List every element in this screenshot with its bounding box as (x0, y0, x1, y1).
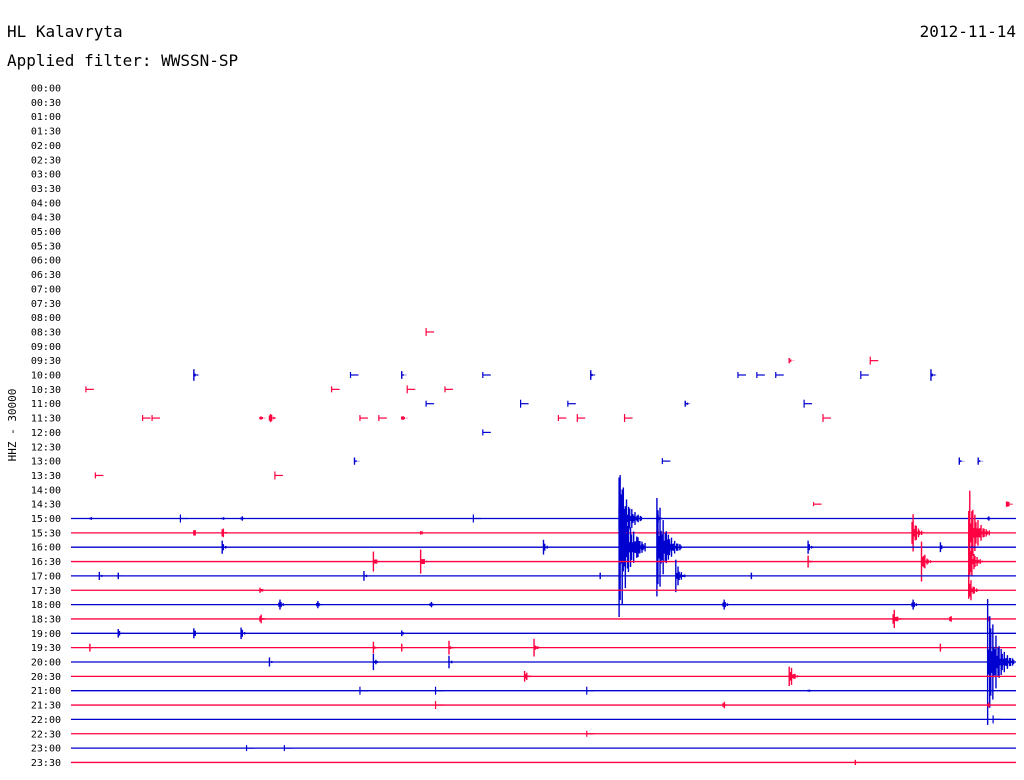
time-label: 20:00 (31, 658, 61, 669)
time-label: 06:30 (31, 270, 61, 281)
time-label: 09:00 (31, 342, 61, 353)
time-label: 21:30 (31, 701, 61, 712)
time-label: 01:00 (31, 112, 61, 123)
time-label: 05:30 (31, 241, 61, 252)
time-label: 19:00 (31, 629, 61, 640)
time-label: 02:30 (31, 155, 61, 166)
time-label: 00:30 (31, 98, 61, 109)
time-label: 10:00 (31, 371, 61, 382)
record-date: 2012-11-14 (920, 22, 1016, 41)
time-label: 04:00 (31, 198, 61, 209)
station-title: HL Kalavryta (7, 22, 123, 41)
time-label: 18:30 (31, 614, 61, 625)
time-label: 08:00 (31, 313, 61, 324)
trace-group: 00:00 00:30 01:00 01:30 02:00 02:30 03:00 03:30… (31, 84, 1016, 769)
time-label: 13:30 (31, 471, 61, 482)
time-label: 08:30 (31, 327, 61, 338)
time-label: 11:00 (31, 399, 61, 410)
time-label: 03:00 (31, 170, 61, 181)
time-label: 23:30 (31, 758, 61, 769)
time-label: 22:30 (31, 729, 61, 740)
time-label: 02:00 (31, 141, 61, 152)
time-label: 14:00 (31, 485, 61, 496)
time-label: 10:30 (31, 385, 61, 396)
time-label: 20:30 (31, 672, 61, 683)
time-label: 12:00 (31, 428, 61, 439)
time-label: 04:30 (31, 213, 61, 224)
time-label: 17:00 (31, 571, 61, 582)
time-label: 00:00 (31, 84, 61, 95)
time-label: 05:00 (31, 227, 61, 238)
time-label: 12:30 (31, 442, 61, 453)
time-label: 21:00 (31, 686, 61, 697)
time-label: 03:30 (31, 184, 61, 195)
time-label: 06:00 (31, 256, 61, 267)
time-label: 15:00 (31, 514, 61, 525)
time-label: 15:30 (31, 528, 61, 539)
time-label: 19:30 (31, 643, 61, 654)
time-label: 13:00 (31, 457, 61, 468)
time-label: 07:30 (31, 299, 61, 310)
time-label: 17:30 (31, 586, 61, 597)
channel-axis-label: HHZ - 30000 (6, 389, 19, 462)
time-label: 16:30 (31, 557, 61, 568)
time-label: 14:30 (31, 500, 61, 511)
time-label: 18:00 (31, 600, 61, 611)
time-label: 01:30 (31, 127, 61, 138)
time-label: 07:00 (31, 284, 61, 295)
time-label: 23:00 (31, 744, 61, 755)
time-label: 16:00 (31, 543, 61, 554)
filter-label: Applied filter: WWSSN-SP (7, 51, 238, 70)
time-label: 22:00 (31, 715, 61, 726)
time-label: 11:30 (31, 414, 61, 425)
time-label: 09:30 (31, 356, 61, 367)
